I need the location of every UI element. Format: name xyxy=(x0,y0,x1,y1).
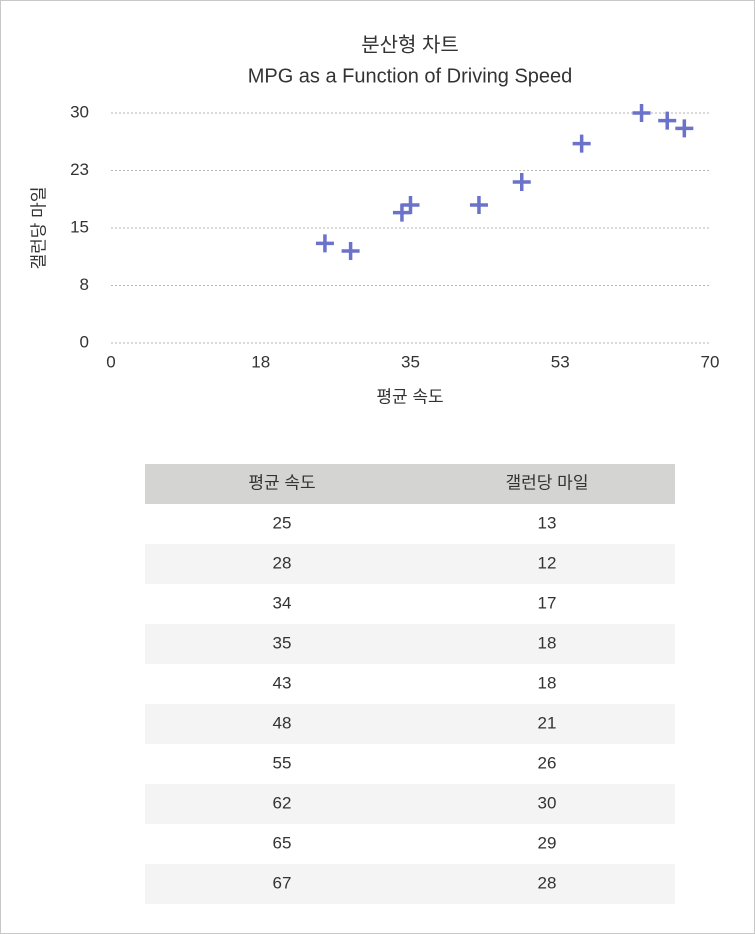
y-tick-label: 0 xyxy=(80,332,89,351)
table-cell: 48 xyxy=(273,713,292,732)
x-tick-label: 35 xyxy=(401,352,420,371)
table-row xyxy=(145,744,675,784)
point xyxy=(572,134,591,153)
table-cell: 43 xyxy=(273,673,292,692)
table-cell: 18 xyxy=(538,673,557,692)
table-row xyxy=(145,864,675,904)
point xyxy=(341,242,360,260)
y-tick-label: 23 xyxy=(70,160,89,179)
table-cell: 21 xyxy=(538,713,557,732)
table-row xyxy=(145,624,675,664)
table-cell: 17 xyxy=(538,593,557,612)
x-tick-label: 0 xyxy=(106,352,115,371)
x-tick-label: 53 xyxy=(551,352,570,371)
table-cell: 18 xyxy=(538,633,557,652)
chart-title: 분산형 차트 xyxy=(361,33,459,56)
table-row xyxy=(145,584,675,624)
table-cell: 12 xyxy=(538,553,557,572)
table-row xyxy=(145,664,675,704)
x-axis-label: 평균 속도 xyxy=(376,387,443,406)
table-cell: 28 xyxy=(538,873,557,892)
table-header-cell: 갤런당 마일 xyxy=(506,473,589,492)
y-tick-label: 30 xyxy=(70,102,89,121)
table-cell: 35 xyxy=(273,633,292,652)
point xyxy=(315,234,334,253)
table-cell: 26 xyxy=(538,753,557,772)
table-cell: 55 xyxy=(273,753,292,772)
table-header-cell: 평균 속도 xyxy=(248,473,315,492)
table-cell: 65 xyxy=(273,833,292,852)
point xyxy=(658,111,677,130)
table-row xyxy=(145,544,675,584)
table-header xyxy=(145,464,675,504)
y-tick-label: 8 xyxy=(80,275,89,294)
point xyxy=(469,196,488,214)
x-tick-label: 18 xyxy=(251,352,270,371)
table-cell: 29 xyxy=(538,833,557,852)
x-tick-label: 70 xyxy=(701,352,720,371)
table-cell: 67 xyxy=(273,873,292,892)
point xyxy=(675,119,694,138)
table-row xyxy=(145,704,675,744)
point xyxy=(401,196,420,214)
table-cell: 34 xyxy=(273,593,292,612)
table-row xyxy=(145,784,675,824)
table-cell: 62 xyxy=(273,793,292,812)
table-cell: 28 xyxy=(273,553,292,572)
table-cell: 13 xyxy=(538,513,557,532)
table-cell: 30 xyxy=(538,793,557,812)
y-axis-label: 갤런당 마일 xyxy=(29,187,48,270)
point xyxy=(512,173,531,191)
chart-subtitle: MPG as a Function of Driving Speed xyxy=(248,65,573,87)
y-tick-label: 15 xyxy=(70,217,89,236)
point xyxy=(632,104,651,122)
table-row xyxy=(145,504,675,544)
table-row xyxy=(145,824,675,864)
table-cell: 25 xyxy=(273,513,292,532)
